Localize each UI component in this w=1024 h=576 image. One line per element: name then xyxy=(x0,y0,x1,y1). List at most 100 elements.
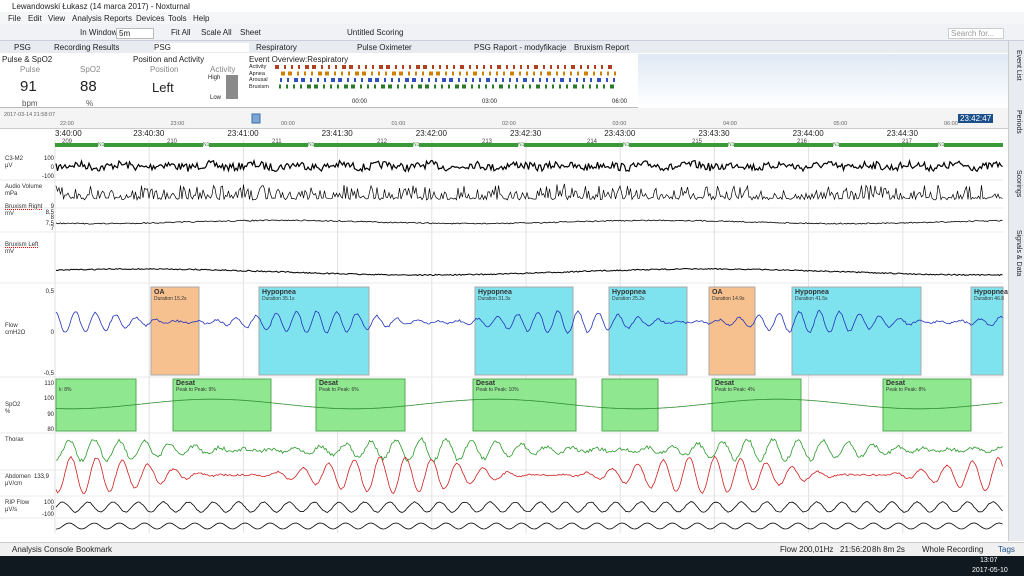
overview-event xyxy=(293,84,295,89)
overview-event xyxy=(438,71,440,76)
tab[interactable]: PSG xyxy=(14,43,31,52)
channel-tick: 100 xyxy=(43,396,54,403)
toolbar xyxy=(0,24,1024,41)
search-box[interactable]: Search for... xyxy=(948,28,1004,39)
side-tab[interactable]: Signals & Data xyxy=(1015,230,1022,277)
event-detail: Peak to Peak: 4% xyxy=(715,387,755,393)
status-range[interactable]: Whole Recording xyxy=(922,545,984,554)
desat-event xyxy=(55,378,137,432)
overview-event xyxy=(575,84,577,89)
overview-event xyxy=(510,71,512,76)
overview-event xyxy=(466,71,468,76)
sheet-button[interactable]: Sheet xyxy=(240,28,261,37)
overview-event xyxy=(401,71,403,76)
window-select[interactable]: 5m xyxy=(116,28,154,39)
epoch-label: 211 xyxy=(272,139,282,145)
tab[interactable]: Bruxism Report xyxy=(574,43,630,52)
overview-event xyxy=(397,84,399,89)
channel-tick: -100 xyxy=(41,512,54,518)
menu-item[interactable]: Reports xyxy=(104,14,133,23)
tab[interactable]: Respiratory xyxy=(256,43,297,52)
channel-label: Thorax xyxy=(5,437,24,443)
overview-hour: 03:00 xyxy=(612,121,627,127)
scale-all-button[interactable]: Scale All xyxy=(201,28,232,37)
overview-event xyxy=(465,78,467,82)
overview-event xyxy=(520,65,522,69)
overview-event xyxy=(353,84,355,89)
overview-event xyxy=(497,65,499,69)
menu-item[interactable]: View xyxy=(48,14,66,23)
scoring-select[interactable]: Untitled Scoring xyxy=(347,28,404,37)
overview-event xyxy=(331,78,333,82)
overview-event xyxy=(358,65,360,69)
overview-event xyxy=(506,65,508,69)
overview-event xyxy=(361,78,363,82)
bruxism-left-wave xyxy=(55,267,1003,277)
stage-label: N1 xyxy=(623,142,630,148)
overview-event xyxy=(576,78,578,82)
desat-event xyxy=(315,378,406,432)
overview-event xyxy=(283,71,285,76)
status-console[interactable]: Analysis Console xyxy=(12,545,74,554)
tab[interactable]: Pulse Oximeter xyxy=(357,43,412,52)
overview-event xyxy=(414,78,416,82)
menu-item[interactable]: File xyxy=(8,14,21,23)
pulse-label: Pulse xyxy=(20,65,41,74)
overview-event xyxy=(502,78,504,82)
overview-hour: 05:00 xyxy=(833,121,848,127)
stage-label: N1 xyxy=(728,142,735,148)
menu-item[interactable]: Tools xyxy=(168,14,187,23)
overview-event xyxy=(469,65,471,69)
overview-event xyxy=(508,84,510,89)
menu-item[interactable]: Help xyxy=(193,14,210,23)
overview-event xyxy=(552,84,554,89)
status-bookmark[interactable]: Bookmark xyxy=(76,545,113,554)
overview-event xyxy=(408,71,410,76)
overview-event xyxy=(536,65,538,69)
overview-event xyxy=(375,78,377,82)
overview-hour: 00:00 xyxy=(281,121,295,127)
event-duration: Duration 41.5s xyxy=(795,296,828,302)
overview-event xyxy=(566,84,568,89)
thorax-wave xyxy=(55,437,1003,464)
panel-title: Pulse & SpO2 xyxy=(2,55,53,64)
tab[interactable]: PSG Raport - modyfikacje xyxy=(474,43,567,52)
channel-label: RIP Flow xyxy=(5,500,30,506)
channel-tick: 9 xyxy=(50,204,54,210)
overview-event xyxy=(519,71,521,76)
tab[interactable]: PSG xyxy=(154,43,249,52)
overview-hour: 04:00 xyxy=(723,121,737,127)
channel-tick: 8,5 xyxy=(45,209,54,216)
side-tab[interactable]: Event List xyxy=(1015,50,1022,81)
menu-item[interactable]: Devices xyxy=(136,14,165,23)
channel-tick: 80 xyxy=(47,427,54,433)
side-tab[interactable]: Scorings xyxy=(1015,170,1022,198)
tab[interactable]: Recording Results xyxy=(54,43,120,52)
overview-event xyxy=(483,65,485,69)
overview-event xyxy=(596,84,598,89)
epoch-label: 215 xyxy=(692,139,703,145)
channel-unit: mV xyxy=(5,249,14,255)
fit-all-button[interactable]: Fit All xyxy=(171,28,191,37)
overview-event xyxy=(516,78,518,82)
overview-event xyxy=(512,71,514,76)
overview-event xyxy=(281,71,283,76)
menu-item[interactable]: Analysis xyxy=(72,14,102,23)
overview-event xyxy=(577,71,579,76)
event-type: Hypopnea xyxy=(478,289,512,296)
overview-event xyxy=(407,78,409,82)
status-bar xyxy=(0,542,1024,556)
overview-event xyxy=(279,84,281,89)
menu-item[interactable]: Edit xyxy=(28,14,42,23)
overview-event xyxy=(610,84,612,89)
overview-event xyxy=(344,65,346,69)
status-tags[interactable]: Tags xyxy=(998,545,1015,554)
side-tab[interactable]: Periods xyxy=(1015,110,1022,134)
event-type: Desat xyxy=(319,380,339,387)
flow-event xyxy=(150,286,200,376)
overview-event xyxy=(553,78,555,82)
overview-event xyxy=(304,71,306,76)
overview-event xyxy=(471,84,473,89)
status-signal: Flow 200,01Hz xyxy=(780,545,834,554)
